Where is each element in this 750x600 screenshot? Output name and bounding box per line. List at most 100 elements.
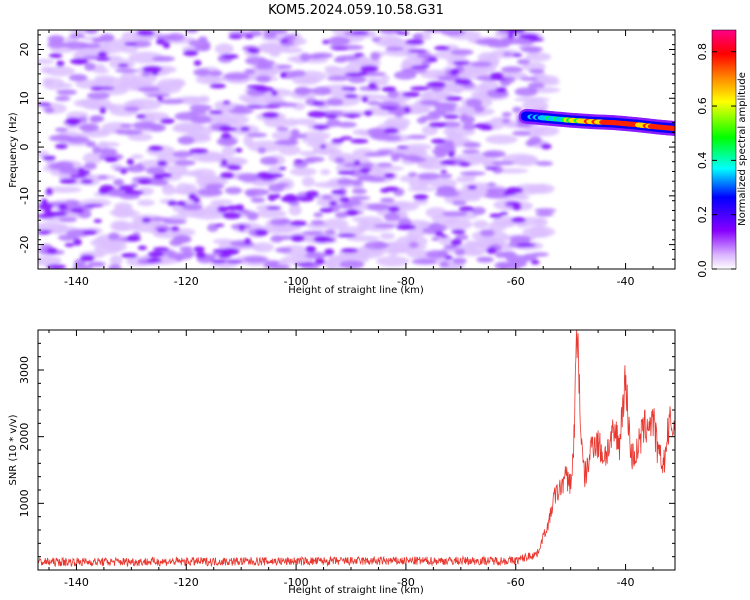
noise-blob [434, 104, 456, 113]
noise-blob [452, 257, 467, 265]
noise-blob [212, 248, 232, 253]
noise-blob [124, 41, 137, 46]
noise-blob [99, 33, 115, 42]
noise-blob [90, 115, 105, 123]
noise-blob [324, 248, 335, 256]
noise-blob [301, 138, 327, 144]
noise-blob [86, 92, 110, 100]
noise-blob [411, 258, 437, 265]
noise-blob [301, 176, 315, 187]
bottom-x-ticks: -140 -120 -100 -80 -60 -40 [48, 330, 654, 589]
noise-blob [502, 52, 512, 57]
noise-blob [495, 168, 529, 174]
noise-blob [446, 129, 457, 140]
noise-blob [85, 141, 96, 148]
noise-blob [483, 159, 499, 168]
noise-blob [385, 46, 404, 52]
noise-blob [263, 262, 279, 269]
noise-blob [320, 169, 331, 176]
noise-blob [371, 37, 381, 42]
noise-blob [141, 217, 152, 223]
noise-blob [49, 53, 63, 59]
noise-blob [520, 76, 539, 81]
noise-blob [439, 160, 457, 166]
noise-blob [44, 106, 54, 114]
noise-blob [486, 246, 497, 255]
noise-blob [97, 51, 108, 58]
chart-title: KOM5.2024.059.10.58.G31 [268, 3, 444, 18]
noise-blob [204, 183, 225, 190]
noise-blob [368, 82, 377, 90]
noise-blob [38, 230, 51, 235]
noise-blob [420, 90, 451, 102]
noise-blob [489, 72, 504, 78]
noise-blob [322, 218, 349, 230]
noise-blob [84, 62, 96, 72]
noise-blob [413, 198, 428, 205]
noise-blob [216, 137, 238, 146]
noise-blob [126, 158, 135, 166]
noise-blob [152, 247, 170, 252]
noise-blob [325, 114, 338, 119]
top-plot-frame [37, 29, 676, 270]
noise-blob [265, 173, 284, 178]
noise-blob [244, 237, 252, 245]
noise-blob [465, 98, 483, 108]
noise-blob [406, 134, 428, 140]
noise-blob [346, 209, 359, 217]
noise-blob [188, 193, 197, 201]
noise-blob [299, 52, 311, 62]
bottom-x-tick-label: -140 [64, 576, 89, 589]
noise-blob [197, 188, 223, 196]
noise-blob [278, 166, 287, 171]
noise-blob [484, 192, 510, 199]
noise-blob [444, 244, 458, 250]
noise-blob [67, 119, 79, 126]
noise-blob [254, 229, 269, 236]
noise-blob [326, 75, 350, 82]
noise-blob [393, 70, 417, 80]
colorbar-tick-label: 0.6 [696, 97, 709, 115]
noise-blob [416, 117, 427, 124]
noise-blob [151, 55, 175, 62]
noise-blob [377, 162, 393, 168]
noise-blob [351, 188, 368, 195]
noise-blob [266, 206, 281, 210]
noise-blob [46, 264, 67, 269]
noise-blob [84, 203, 104, 208]
noise-blob [307, 110, 327, 118]
noise-blob [500, 66, 524, 73]
noise-blob [130, 154, 144, 160]
noise-blob [293, 118, 317, 126]
colorbar [711, 29, 737, 270]
noise-blob [437, 75, 461, 82]
noise-blob [494, 251, 509, 259]
noise-blob [257, 146, 267, 154]
noise-blob [97, 175, 108, 180]
noise-blob [235, 204, 245, 212]
noise-blob [434, 150, 447, 159]
noise-blob [65, 136, 90, 144]
noise-blob [77, 167, 85, 171]
noise-blob [522, 100, 549, 112]
noise-blob [429, 222, 442, 230]
noise-blob [42, 78, 65, 90]
noise-blob [149, 123, 166, 132]
noise-blob [326, 98, 344, 106]
noise-blob [281, 195, 300, 203]
noise-blob [455, 234, 469, 241]
noise-blob [255, 209, 287, 219]
noise-blob [258, 60, 267, 69]
noise-blob [222, 211, 242, 220]
noise-blob [275, 247, 292, 254]
noise-blob [208, 70, 223, 77]
noise-blob [259, 156, 279, 166]
noise-blob [464, 240, 477, 248]
noise-blob [200, 42, 211, 51]
top-y-tick-label: 10 [18, 91, 31, 105]
noise-blob [350, 138, 369, 144]
spectrogram-ridge [518, 108, 675, 137]
top-x-tick-label: -100 [284, 275, 309, 288]
noise-blob [174, 159, 196, 166]
noise-blob [221, 158, 228, 166]
